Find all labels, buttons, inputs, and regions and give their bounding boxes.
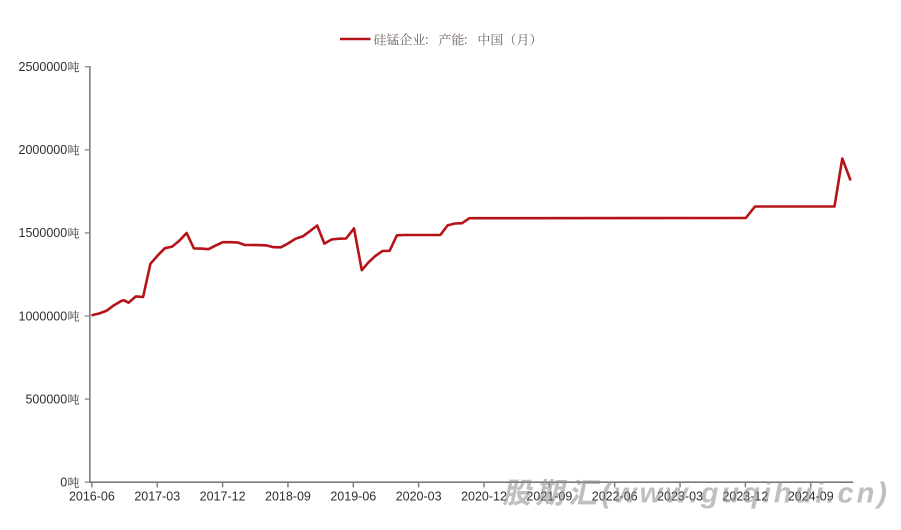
svg-text:1500000: 1500000 xyxy=(19,226,68,240)
svg-text:2017-03: 2017-03 xyxy=(134,489,180,503)
svg-text:2018-09: 2018-09 xyxy=(265,489,311,503)
svg-text:2019-06: 2019-06 xyxy=(330,489,376,503)
svg-text:500000: 500000 xyxy=(25,393,67,407)
svg-text:2023-12: 2023-12 xyxy=(722,489,768,503)
svg-text:2000000: 2000000 xyxy=(19,143,68,157)
svg-text:2020-12: 2020-12 xyxy=(461,489,507,503)
svg-text:0: 0 xyxy=(60,476,67,490)
svg-text:2023-03: 2023-03 xyxy=(657,489,703,503)
svg-text:(www.guqihui.cn): (www.guqihui.cn) xyxy=(601,478,890,510)
svg-text:2022-06: 2022-06 xyxy=(592,489,638,503)
svg-text:2024-09: 2024-09 xyxy=(788,489,834,503)
svg-text:2016-06: 2016-06 xyxy=(69,489,115,503)
svg-text:2017-12: 2017-12 xyxy=(200,489,246,503)
svg-text:2500000: 2500000 xyxy=(19,60,68,74)
svg-text:1000000: 1000000 xyxy=(19,309,68,323)
svg-text:2020-03: 2020-03 xyxy=(396,489,442,503)
